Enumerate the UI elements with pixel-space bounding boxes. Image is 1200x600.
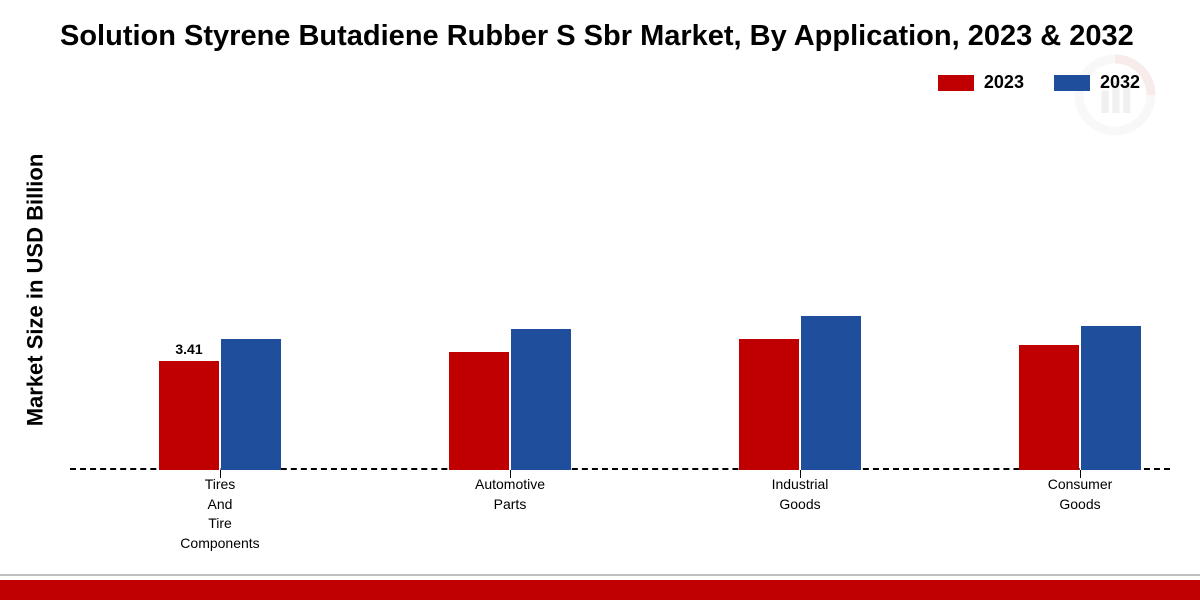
bar xyxy=(801,316,861,470)
bar-group xyxy=(739,316,861,470)
legend-swatch-2023 xyxy=(938,75,974,91)
legend-item-2032: 2032 xyxy=(1054,72,1140,93)
bar-group xyxy=(159,339,281,470)
bar xyxy=(739,339,799,470)
bar-group xyxy=(449,329,571,470)
legend-item-2023: 2023 xyxy=(938,72,1024,93)
bar xyxy=(1081,326,1141,470)
bar xyxy=(511,329,571,470)
bar-value-label: 3.41 xyxy=(175,341,202,357)
category-label: IndustrialGoods xyxy=(772,475,829,514)
legend-swatch-2032 xyxy=(1054,75,1090,91)
y-axis-label: Market Size in USD Billion xyxy=(22,154,48,427)
legend-label-2032: 2032 xyxy=(1100,72,1140,93)
category-label: ConsumerGoods xyxy=(1048,475,1113,514)
plot-area: 3.41 xyxy=(70,110,1170,470)
bar xyxy=(1019,345,1079,470)
chart-title: Solution Styrene Butadiene Rubber S Sbr … xyxy=(60,20,1134,53)
legend: 2023 2032 xyxy=(938,72,1140,93)
bar xyxy=(449,352,509,470)
footer-bar xyxy=(0,580,1200,600)
bar xyxy=(159,361,219,470)
bar xyxy=(221,339,281,470)
bar-group xyxy=(1019,326,1141,470)
y-axis-label-wrap: Market Size in USD Billion xyxy=(20,110,50,470)
category-label: TiresAndTireComponents xyxy=(180,475,259,553)
category-label: AutomotiveParts xyxy=(475,475,545,514)
legend-label-2023: 2023 xyxy=(984,72,1024,93)
footer-line xyxy=(0,574,1200,576)
